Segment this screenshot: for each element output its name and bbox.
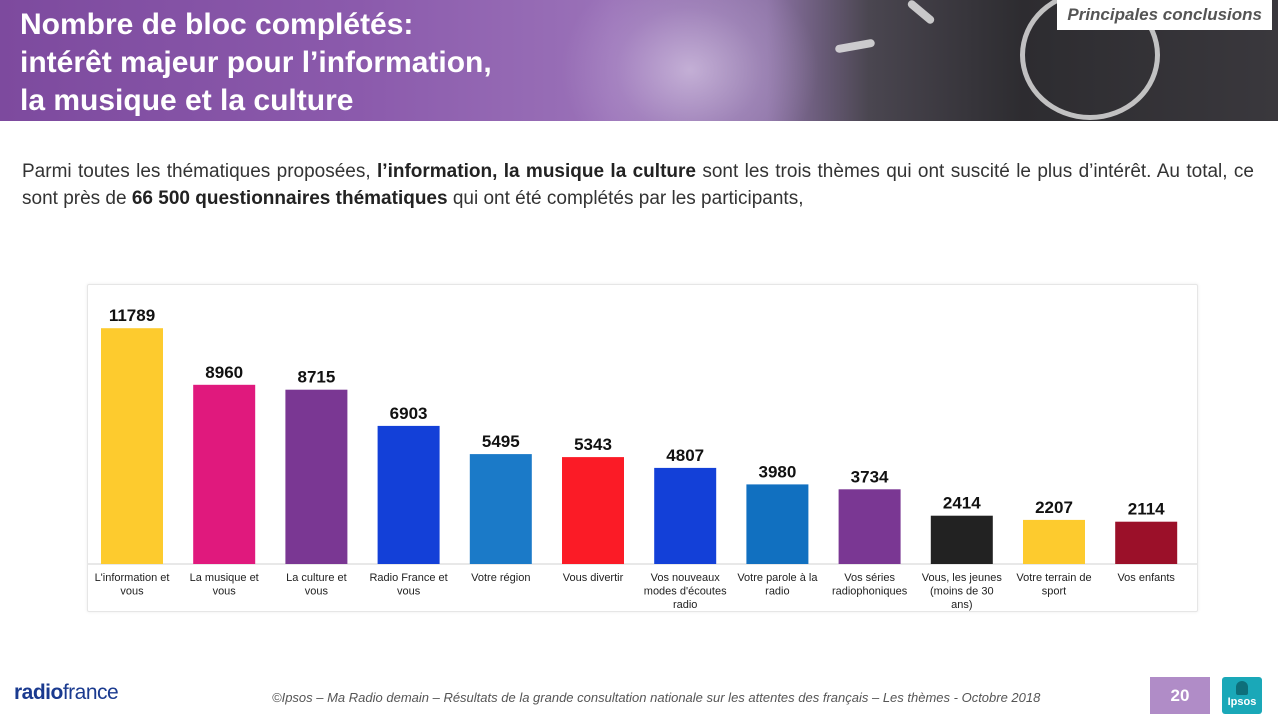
category-label: La culture et vous [286, 572, 347, 598]
category-label-line: L'information et [95, 572, 170, 584]
chart-card: 11789 L'information et vous 8960 La musique … [87, 284, 1198, 612]
bar-value-label: 11789 [109, 306, 155, 325]
category-label: Vos séries radiophoniques [832, 572, 908, 598]
section-badge: Principales conclusions [1057, 0, 1272, 30]
bar-value-label: 3734 [851, 467, 889, 486]
category-label: Vous divertir [563, 572, 624, 584]
bar [746, 484, 809, 564]
bar-value-label: 4807 [666, 446, 704, 465]
radiofrance-logo: radiofrance [14, 681, 119, 705]
bar [838, 489, 901, 564]
category-label: La musique et vous [190, 572, 259, 598]
logo-radio: radio [14, 681, 63, 704]
ipsos-mark-icon [1236, 681, 1248, 695]
chalk-dash [906, 0, 936, 26]
ipsos-logo: Ipsos [1222, 677, 1262, 714]
category-label-line: Vous, les jeunes [922, 572, 1003, 584]
category-label-line: Votre terrain de [1016, 572, 1091, 584]
category-label: L'information et vous [95, 572, 170, 598]
category-label-line: vous [305, 586, 329, 598]
category-label-line: Vous divertir [563, 572, 624, 584]
bar [930, 515, 993, 564]
category-label: Vos enfants [1117, 572, 1175, 584]
bar-value-label: 8715 [297, 368, 335, 387]
category-label-line: vous [397, 586, 421, 598]
bar [562, 457, 624, 564]
bar [193, 384, 256, 564]
title-line: Nombre de bloc complétés: [20, 8, 414, 41]
ipsos-label: Ipsos [1227, 696, 1257, 708]
category-label: Votre région [471, 572, 530, 584]
category-label-line: radio [765, 586, 789, 598]
footer-note: ©Ipsos – Ma Radio demain – Résultats de … [272, 690, 1041, 705]
page-number: 20 [1150, 677, 1210, 714]
bar-value-label: 5343 [574, 435, 612, 454]
bar-value-label: 8960 [205, 363, 243, 382]
chalk-ring [1020, 0, 1160, 120]
bar-value-label: 3980 [758, 462, 796, 481]
bar-value-label: 5495 [482, 432, 520, 451]
bar-chart: 11789 L'information et vous 8960 La musique … [88, 306, 1197, 611]
category-label-line: Vos séries [844, 572, 895, 584]
intro-highlight: l’information, la musique la culture [377, 161, 696, 182]
page-title: Nombre de bloc complétés: intérêt majeur… [20, 6, 492, 120]
bar [101, 328, 163, 564]
intro-text: Parmi toutes les thématiques proposées, [22, 161, 378, 182]
title-line: intérêt majeur pour l’information, [20, 46, 492, 79]
category-label-line: Votre région [471, 572, 530, 584]
category-label: Votre parole à la radio [737, 572, 818, 598]
category-label-line: radio [673, 599, 697, 611]
category-label-line: modes d'écoutes [644, 586, 727, 598]
category-label-line: La culture et [286, 572, 347, 584]
category-label-line: Vos nouveaux [651, 572, 721, 584]
bar [1115, 521, 1178, 564]
category-label-line: La musique et [190, 572, 259, 584]
category-label: Vous, les jeunes (moins de 30 ans) [922, 572, 1003, 611]
category-label-line: ans) [951, 599, 972, 611]
intro-highlight: 66 500 questionnaires thématiques [131, 188, 448, 209]
category-label-line: radiophoniques [832, 586, 908, 598]
bar-value-label: 2414 [943, 494, 981, 513]
logo-france: france [62, 681, 119, 704]
category-label: Vos nouveaux modes d'écoutes radio [644, 572, 727, 611]
category-label-line: Radio France et [369, 572, 447, 584]
category-label: Radio France et vous [369, 572, 447, 598]
bar-value-label: 6903 [390, 404, 428, 423]
category-label-line: Vos enfants [1117, 572, 1175, 584]
bar [654, 467, 717, 564]
category-label-line: Votre parole à la [737, 572, 818, 584]
bar [377, 425, 440, 564]
category-label-line: sport [1042, 586, 1066, 598]
bar-value-label: 2207 [1035, 498, 1073, 517]
category-label-line: vous [120, 586, 144, 598]
lightbulb-glow [560, 0, 820, 121]
category-label-line: (moins de 30 [930, 586, 994, 598]
chalk-dash [834, 38, 876, 54]
bar [469, 454, 532, 564]
bar [285, 389, 348, 564]
intro-text: qui ont été complétés par les participan… [447, 188, 804, 209]
header-banner: Nombre de bloc complétés: intérêt majeur… [0, 0, 1278, 121]
bar [1023, 519, 1085, 564]
title-line: la musique et la culture [20, 84, 354, 117]
category-label-line: vous [213, 586, 237, 598]
intro-text: sont les trois thèmes qui ont suscité le… [22, 161, 1254, 209]
category-label: Votre terrain de sport [1016, 572, 1091, 598]
bar-value-label: 2114 [1128, 500, 1165, 519]
intro-paragraph: Parmi toutes les thématiques proposées, … [22, 158, 1254, 212]
